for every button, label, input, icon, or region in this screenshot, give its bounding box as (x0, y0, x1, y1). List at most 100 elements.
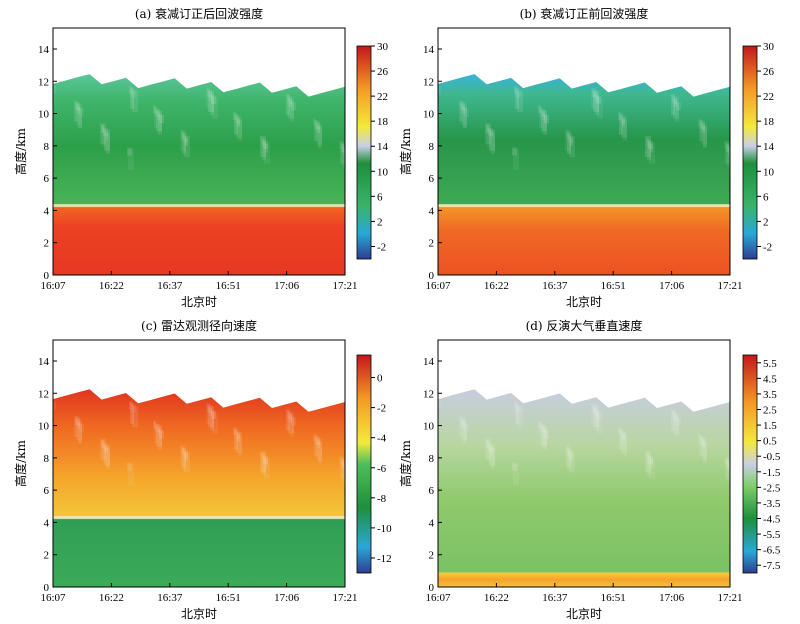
x-tick-label: 16:51 (601, 280, 626, 292)
texture-streak (621, 432, 627, 454)
y-tick-label: 14 (38, 44, 50, 56)
x-axis-label: 北京时 (181, 295, 217, 309)
colorbar-tick-label: -2 (763, 241, 772, 253)
texture-streak (595, 94, 599, 116)
texture-streak (597, 412, 603, 434)
y-tick-label: 10 (423, 109, 435, 121)
texture-streak (726, 144, 729, 153)
y-tick-label: 12 (423, 76, 434, 88)
colorbar-tick-label: 1.5 (763, 420, 777, 432)
texture-streak (105, 131, 108, 140)
panel-title: (a) 衰减订正后回波强度 (135, 6, 263, 21)
texture-streak (318, 441, 322, 463)
y-tick-label: 10 (38, 109, 50, 121)
texture-streak (79, 423, 84, 432)
texture-streak (565, 129, 571, 151)
texture-streak (53, 401, 56, 410)
texture-streak (620, 430, 625, 439)
texture-streak (514, 401, 517, 410)
colorbar-tick-label: -2.5 (763, 482, 781, 494)
texture-streak (100, 438, 106, 460)
texture-streak (78, 107, 82, 129)
upper-layer (53, 389, 345, 518)
texture-streak (570, 453, 573, 462)
texture-streak (568, 134, 573, 143)
texture-streak (463, 422, 467, 444)
texture-streak (287, 95, 292, 104)
texture-streak (676, 417, 681, 426)
texture-streak (699, 120, 703, 142)
panel-title: (d) 反演大气垂直速度 (526, 318, 643, 333)
x-tick-label: 17:21 (717, 592, 742, 604)
texture-streak (728, 147, 730, 156)
y-tick-label: 0 (429, 270, 435, 282)
colorbar-tick-label: 0.5 (763, 436, 777, 448)
texture-streak (212, 412, 218, 434)
texture-streak (207, 404, 212, 413)
texture-streak (645, 451, 651, 473)
colorbar-tick-label: 4.5 (763, 373, 777, 385)
texture-streak (703, 441, 707, 463)
texture-streak (622, 433, 625, 442)
texture-streak (132, 90, 138, 112)
texture-streak (131, 89, 136, 98)
texture-streak (183, 134, 188, 143)
colorbar-tick-label: 3.5 (763, 389, 777, 401)
texture-streak (726, 459, 729, 468)
y-tick-label: 12 (38, 388, 49, 400)
colorbar-tick-label: -2 (377, 403, 386, 415)
texture-streak (290, 415, 294, 437)
x-tick-label: 16:37 (157, 280, 183, 292)
texture-streak (649, 142, 655, 164)
texture-streak (593, 406, 599, 428)
x-tick-label: 16:37 (542, 592, 568, 604)
colorbar-tick-label: -3.5 (763, 498, 781, 510)
texture-streak (648, 456, 653, 465)
texture-streak (74, 415, 78, 437)
x-tick-label: 16:22 (484, 592, 509, 604)
texture-streak (647, 454, 651, 476)
texture-streak (76, 419, 82, 441)
texture-streak (313, 433, 316, 442)
texture-streak (104, 444, 110, 466)
texture-streak (102, 126, 106, 148)
texture-streak (314, 435, 318, 457)
texture-streak (464, 423, 469, 432)
texture-streak (206, 402, 210, 424)
texture-streak (618, 111, 621, 120)
panel-b: (b) 衰减订正前回波强度 0 2 4 6 8 10 12 14 16:07 16:22 16:37 1… (398, 6, 775, 309)
texture-streak (157, 111, 160, 120)
colorbar-tick-label: -5.5 (763, 529, 781, 541)
texture-streak (591, 87, 595, 109)
texture-streak (262, 139, 266, 161)
texture-streak (539, 422, 543, 444)
colorbar (742, 354, 758, 574)
texture-streak (463, 107, 467, 129)
texture-streak (698, 118, 701, 127)
texture-streak (340, 142, 345, 164)
y-tick-label: 4 (429, 205, 435, 217)
texture-streak (100, 123, 106, 145)
colorbar-tick-label: -6.5 (763, 545, 781, 557)
texture-streak (488, 443, 493, 452)
x-tick-label: 17:06 (274, 592, 300, 604)
texture-streak (490, 131, 493, 140)
texture-streak (288, 97, 294, 119)
x-tick-label: 16:51 (601, 592, 626, 604)
y-tick-label: 8 (44, 453, 50, 465)
texture-streak (236, 116, 242, 138)
texture-streak (339, 456, 344, 465)
heatmap-field (53, 389, 345, 587)
texture-streak (464, 108, 469, 117)
texture-streak (698, 433, 701, 442)
texture-streak (341, 144, 344, 153)
texture-streak (485, 123, 491, 145)
texture-streak (342, 461, 345, 483)
texture-streak (129, 86, 132, 95)
colorbar (742, 45, 758, 260)
texture-streak (489, 444, 495, 466)
panel-c: (c) 雷达观测径向速度 0 2 4 6 8 10 12 14 16:07 16:22 16:37 16… (13, 318, 392, 621)
texture-streak (153, 420, 156, 429)
texture-streak (233, 427, 236, 436)
texture-streak (567, 448, 571, 470)
